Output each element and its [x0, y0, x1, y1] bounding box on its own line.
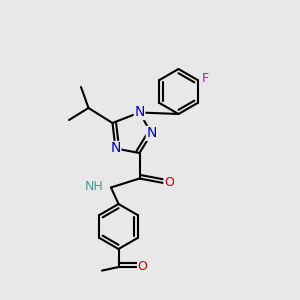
Text: N: N	[134, 106, 145, 119]
Text: F: F	[202, 72, 209, 85]
Text: N: N	[146, 127, 157, 140]
Text: N: N	[110, 142, 121, 155]
Text: NH: NH	[85, 179, 104, 193]
Text: O: O	[138, 260, 147, 274]
Text: O: O	[164, 176, 174, 190]
